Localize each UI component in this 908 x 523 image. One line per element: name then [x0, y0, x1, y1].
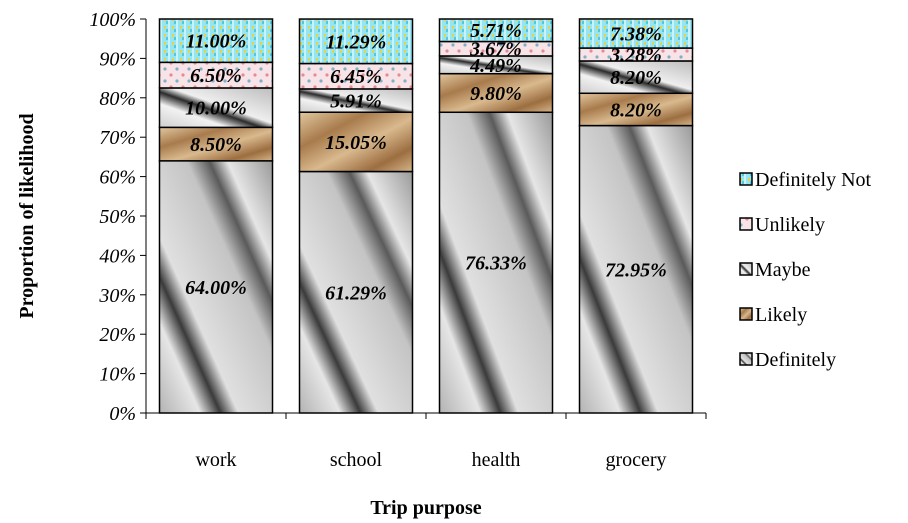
- data-label-school-unlikely: 6.45%: [330, 66, 382, 88]
- y-tick-label: 80%: [99, 88, 136, 110]
- data-label-school-likely: 15.05%: [325, 132, 387, 154]
- legend-label-unlikely: Unlikely: [755, 214, 825, 236]
- data-label-work-definitely: 64.00%: [185, 277, 247, 299]
- data-label-health-unlikely: 3.67%: [469, 39, 522, 61]
- y-tick-label: 40%: [99, 245, 136, 267]
- bar-grocery-likely: [578, 92, 694, 127]
- data-label-grocery-definitely: 72.95%: [605, 259, 667, 281]
- bar-health-likely: [438, 72, 554, 114]
- data-label-health-definitely-not: 5.71%: [470, 20, 522, 42]
- legend-swatch-maybe: [739, 262, 753, 276]
- bar-health-definitely: [438, 111, 554, 414]
- y-tick-label: 70%: [99, 127, 136, 149]
- data-label-work-likely: 8.50%: [190, 134, 242, 156]
- data-label-school-definitely: 61.29%: [325, 282, 387, 304]
- data-label-work-definitely-not: 11.00%: [186, 31, 247, 53]
- bar-school-likely: [298, 111, 414, 173]
- legend-label-definitely-not: Definitely Not: [755, 169, 872, 191]
- bar-school-definitely-not: [298, 18, 414, 65]
- data-label-grocery-unlikely: 3.28%: [609, 44, 662, 66]
- data-label-health-definitely: 76.33%: [465, 253, 527, 275]
- bar-work-definitely-not: [158, 18, 274, 64]
- y-tick-label: 90%: [99, 48, 136, 70]
- legend-label-maybe: Maybe: [755, 259, 811, 281]
- bar-grocery-definitely: [578, 124, 694, 414]
- data-label-school-maybe: 5.91%: [330, 91, 382, 113]
- x-axis-title: Trip purpose: [370, 497, 481, 519]
- data-label-grocery-maybe: 8.20%: [610, 67, 662, 89]
- x-axis: work school health grocery: [145, 412, 707, 471]
- legend-swatch-likely: [739, 307, 753, 321]
- y-tick-label: 0%: [109, 403, 136, 425]
- data-label-grocery-likely: 8.20%: [610, 99, 662, 121]
- data-label-work-maybe: 10.00%: [185, 98, 247, 120]
- x-tick-label-school: school: [330, 449, 383, 471]
- y-tick-label: 30%: [98, 285, 136, 307]
- y-axis: 0% 10% 20% 30% 40% 50% 60% 70% 80% 90% 100%: [89, 9, 147, 425]
- data-label-grocery-definitely-not: 7.38%: [610, 23, 662, 45]
- data-label-school-definitely-not: 11.29%: [326, 31, 387, 53]
- legend-label-definitely: Definitely: [755, 349, 836, 371]
- y-axis-title: Proportion of likelihood: [16, 113, 38, 318]
- legend-swatch-definitely-not: [739, 172, 753, 186]
- legend-swatch-unlikely: [739, 217, 753, 231]
- legend: Definitely Not Unlikely Maybe Likely Definit…: [739, 169, 872, 371]
- data-label-health-maybe: 4.49%: [469, 55, 522, 77]
- bar-grocery-definitely-not: [578, 18, 694, 49]
- bar-health-definitely-not: [438, 18, 554, 43]
- bars: 64.00% 8.50% 10.00% 6.50% 11.00% 61.29% 15.05%…: [158, 18, 694, 414]
- y-tick-label: 50%: [99, 206, 136, 228]
- legend-label-likely: Likely: [755, 304, 807, 326]
- bar-work-definitely: [158, 160, 274, 414]
- y-tick-label: 60%: [99, 167, 136, 189]
- x-tick-label-grocery: grocery: [605, 449, 666, 471]
- data-label-health-likely: 9.80%: [470, 83, 522, 105]
- x-tick-label-health: health: [472, 449, 521, 471]
- bar-school-unlikely: [298, 62, 414, 90]
- y-tick-label: 100%: [89, 9, 136, 31]
- legend-swatch-definitely: [739, 352, 753, 366]
- y-tick-label: 20%: [99, 324, 136, 346]
- x-tick-label-work: work: [195, 449, 236, 471]
- data-label-work-unlikely: 6.50%: [190, 65, 242, 87]
- y-tick-label: 10%: [99, 364, 136, 386]
